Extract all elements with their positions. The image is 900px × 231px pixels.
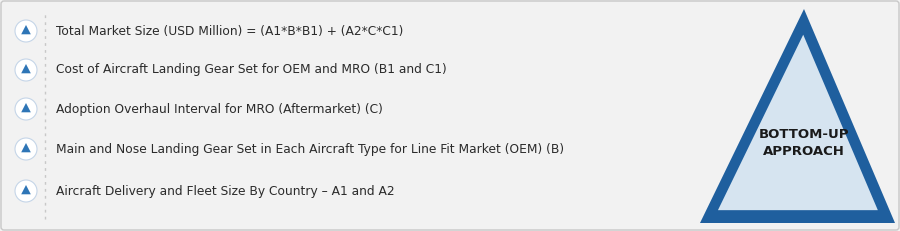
Text: BOTTOM-UP
APPROACH: BOTTOM-UP APPROACH (759, 128, 850, 158)
Polygon shape (718, 35, 878, 210)
Circle shape (15, 180, 37, 202)
Circle shape (15, 20, 37, 42)
Text: Cost of Aircraft Landing Gear Set for OEM and MRO (B1 and C1): Cost of Aircraft Landing Gear Set for OE… (56, 64, 446, 76)
Circle shape (15, 59, 37, 81)
Polygon shape (22, 103, 31, 112)
Polygon shape (22, 143, 31, 152)
Polygon shape (22, 25, 31, 34)
Text: Total Market Size (USD Million) = (A1*B*B1) + (A2*C*C1): Total Market Size (USD Million) = (A1*B*… (56, 24, 403, 37)
Polygon shape (22, 185, 31, 194)
Polygon shape (22, 64, 31, 73)
Text: Main and Nose Landing Gear Set in Each Aircraft Type for Line Fit Market (OEM) (: Main and Nose Landing Gear Set in Each A… (56, 143, 564, 155)
Text: Adoption Overhaul Interval for MRO (Aftermarket) (C): Adoption Overhaul Interval for MRO (Afte… (56, 103, 382, 116)
Text: Aircraft Delivery and Fleet Size By Country – A1 and A2: Aircraft Delivery and Fleet Size By Coun… (56, 185, 394, 198)
Circle shape (15, 98, 37, 120)
Circle shape (15, 138, 37, 160)
Polygon shape (700, 9, 895, 223)
